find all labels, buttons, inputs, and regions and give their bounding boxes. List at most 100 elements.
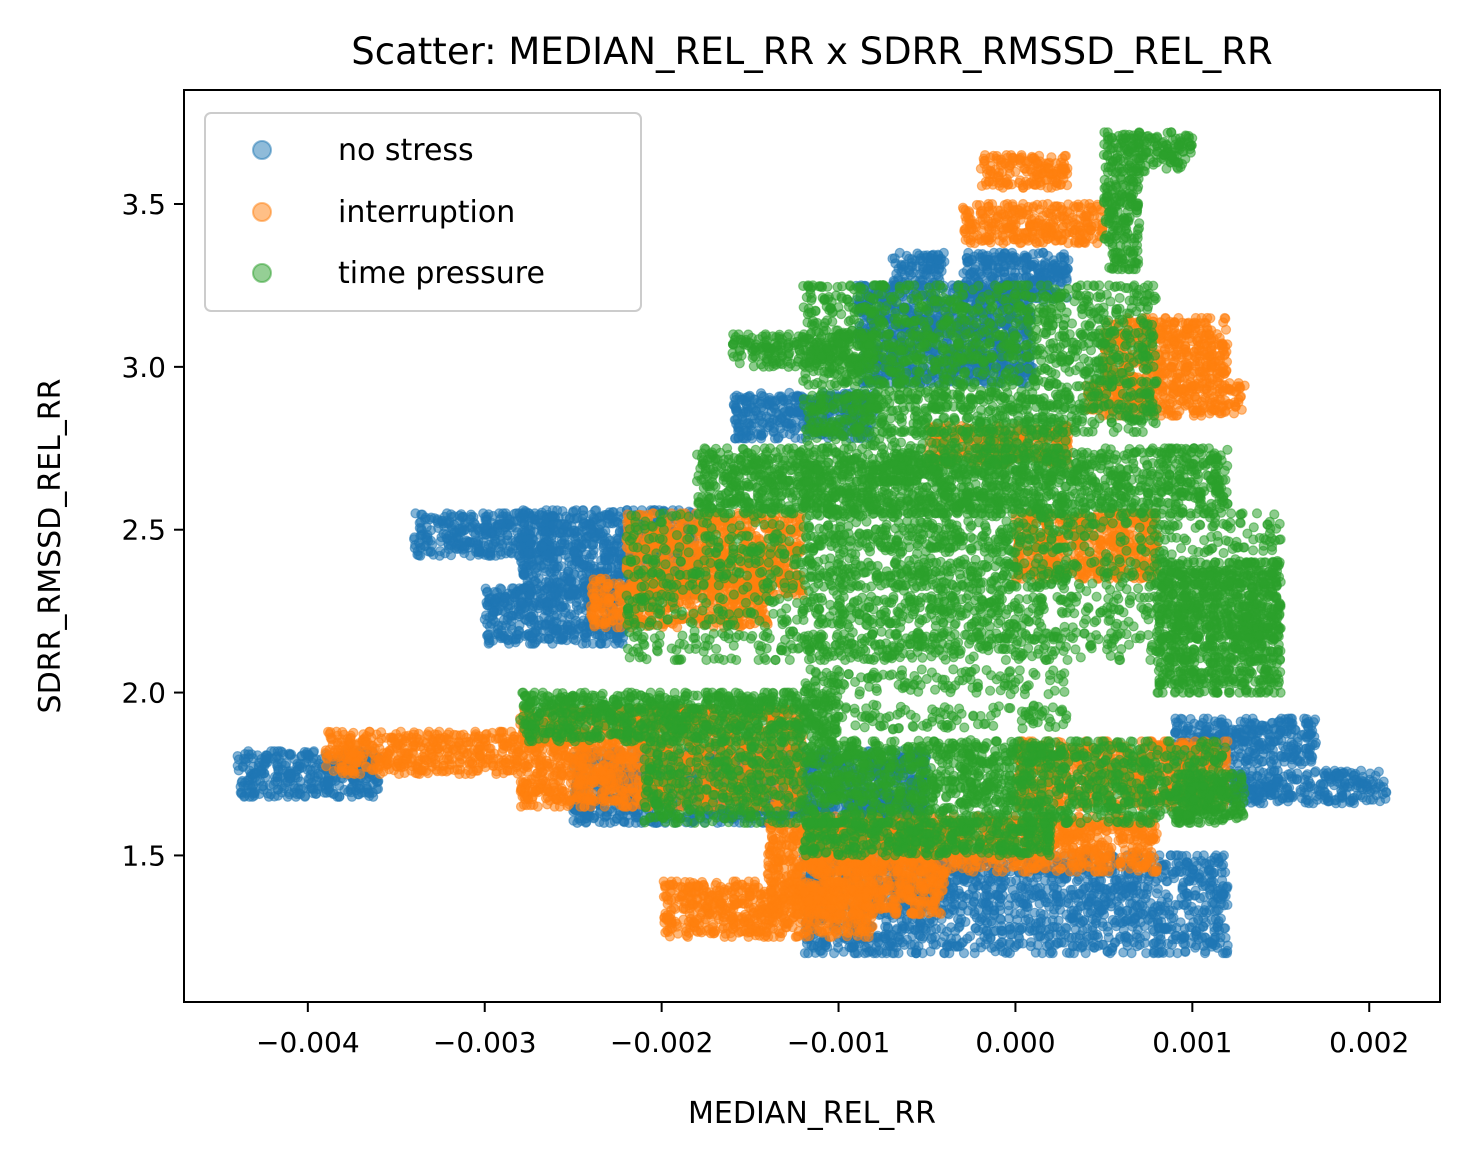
- data-point: [465, 515, 474, 524]
- data-point: [548, 506, 557, 515]
- data-point: [488, 529, 497, 538]
- data-point: [557, 546, 566, 555]
- data-point: [416, 551, 425, 560]
- data-point: [460, 544, 469, 553]
- data-point: [507, 611, 516, 620]
- data-point: [757, 434, 766, 443]
- data-point: [910, 940, 919, 949]
- data-point: [582, 539, 591, 548]
- data-point: [774, 433, 783, 442]
- data-point: [902, 251, 911, 260]
- data-point: [890, 254, 899, 263]
- data-point: [249, 789, 258, 798]
- data-point: [436, 547, 445, 556]
- data-point: [930, 264, 939, 273]
- data-point: [1117, 894, 1126, 903]
- data-point: [535, 598, 544, 607]
- data-point: [494, 629, 503, 638]
- data-point: [615, 811, 624, 820]
- data-point: [264, 792, 273, 801]
- data-point: [581, 631, 590, 640]
- data-point: [423, 533, 432, 542]
- data-point: [564, 528, 573, 537]
- data-point: [537, 508, 546, 517]
- data-point: [590, 515, 599, 524]
- data-point: [524, 525, 533, 534]
- data-point: [625, 818, 634, 827]
- data-point: [541, 527, 550, 536]
- data-point: [563, 622, 572, 631]
- data-point: [545, 578, 554, 587]
- data-point: [326, 788, 335, 797]
- data-point: [540, 613, 549, 622]
- data-point: [552, 564, 561, 573]
- data-point: [919, 262, 928, 271]
- data-point: [947, 923, 956, 932]
- data-point: [765, 414, 774, 423]
- data-point: [786, 408, 795, 417]
- data-point: [567, 610, 576, 619]
- data-point: [540, 634, 549, 643]
- data-point: [479, 509, 488, 518]
- data-point: [735, 393, 744, 402]
- data-point: [934, 256, 943, 265]
- data-point: [570, 547, 579, 556]
- data-point: [530, 577, 539, 586]
- data-point: [542, 550, 551, 559]
- data-point: [309, 754, 318, 763]
- data-point: [244, 754, 253, 763]
- data-point: [745, 391, 754, 400]
- data-point: [596, 529, 605, 538]
- data-point: [458, 523, 467, 532]
- data-point: [293, 790, 302, 799]
- data-point: [491, 595, 500, 604]
- data-point: [417, 524, 426, 533]
- data-point: [551, 526, 560, 535]
- data-point: [517, 517, 526, 526]
- data-point: [528, 628, 537, 637]
- data-point: [236, 782, 245, 791]
- data-point: [970, 949, 979, 958]
- data-point: [434, 519, 443, 528]
- data-point: [1049, 882, 1058, 891]
- data-point: [257, 767, 266, 776]
- data-point: [446, 541, 455, 550]
- data-point: [501, 621, 510, 630]
- data-point: [567, 590, 576, 599]
- data-point: [570, 631, 579, 640]
- data-point: [614, 568, 623, 577]
- data-point: [344, 787, 353, 796]
- data-point: [541, 621, 550, 630]
- data-point: [533, 556, 542, 565]
- data-point: [875, 946, 884, 955]
- data-point: [602, 540, 611, 549]
- data-point: [590, 813, 599, 822]
- data-point: [587, 529, 596, 538]
- data-point: [969, 892, 978, 901]
- data-point: [582, 639, 591, 648]
- data-point: [425, 515, 434, 524]
- data-point: [540, 564, 549, 573]
- data-point: [1119, 948, 1128, 957]
- data-point: [958, 901, 967, 910]
- data-point: [353, 790, 362, 799]
- data-point: [612, 633, 621, 642]
- data-point: [528, 639, 537, 648]
- data-point: [292, 767, 301, 776]
- data-point: [282, 759, 291, 768]
- data-point: [323, 777, 332, 786]
- data-point: [609, 508, 618, 517]
- data-point: [735, 423, 744, 432]
- data-point: [496, 547, 505, 556]
- data-point: [287, 750, 296, 759]
- data-point: [959, 892, 968, 901]
- data-point: [768, 397, 777, 406]
- data-point: [426, 548, 435, 557]
- data-point: [956, 918, 965, 927]
- data-point: [1032, 873, 1041, 882]
- data-point: [582, 550, 591, 559]
- data-point: [486, 551, 495, 560]
- data-point: [926, 947, 935, 956]
- data-point: [980, 881, 989, 890]
- data-point: [732, 406, 741, 415]
